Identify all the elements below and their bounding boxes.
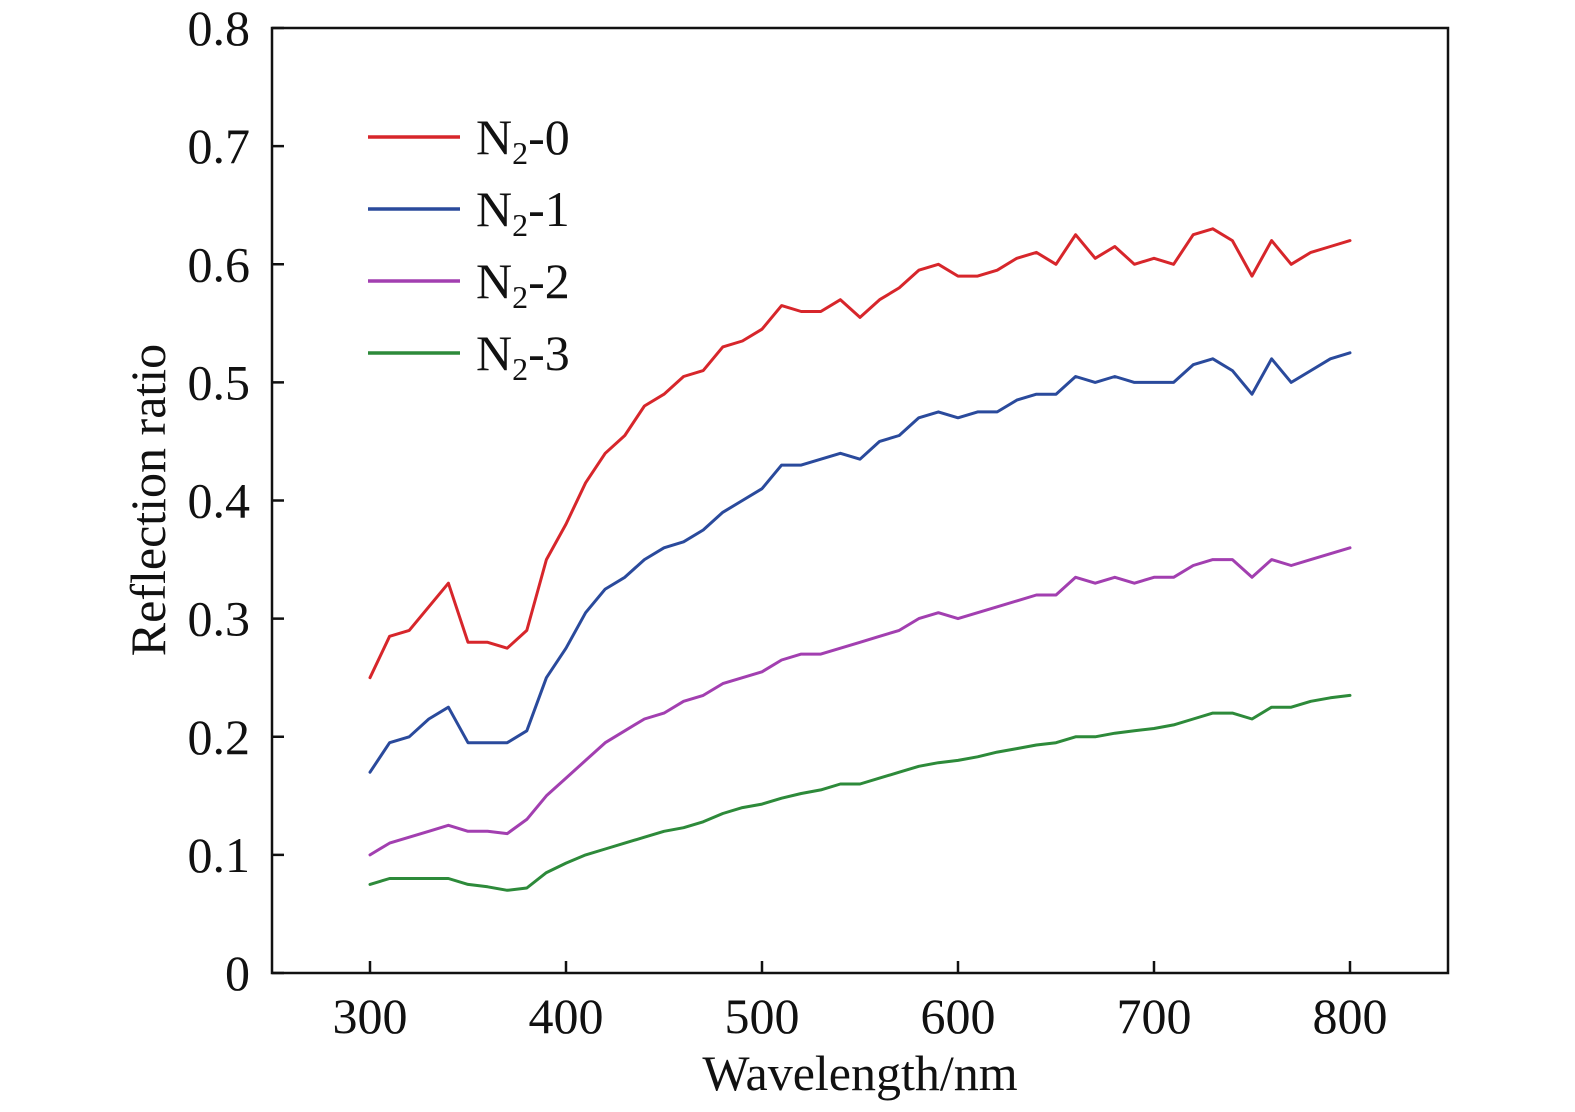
legend-label-main: N: [476, 181, 512, 237]
series-line-2: [368, 546, 1352, 857]
legend: N2-0N2-1N2-2N2-3: [368, 109, 570, 387]
legend-label-1: N2-1: [476, 181, 570, 243]
legend-label-subscript: 2: [512, 351, 528, 387]
legend-label-main: N: [476, 253, 512, 309]
y-axis-ticks: 0 0.1 0.2 0.3 0.4 0.5 0.6 0.7 0.8: [188, 0, 284, 1001]
legend-label-3: N2-3: [476, 325, 570, 387]
legend-label-subscript: 2: [512, 135, 528, 171]
legend-label-suffix: -2: [528, 253, 570, 309]
y-tick-label: 0.3: [188, 591, 251, 647]
series-line-3: [368, 693, 1352, 892]
y-tick-label: 0.4: [188, 473, 251, 529]
legend-label-suffix: -0: [528, 109, 570, 165]
series-line-1: [368, 351, 1352, 774]
y-axis-label: Reflection ratio: [120, 344, 176, 656]
legend-label-subscript: 2: [512, 279, 528, 315]
y-tick-label: 0: [225, 945, 250, 1001]
x-tick-label: 400: [529, 988, 604, 1044]
y-tick-label: 0.5: [188, 354, 251, 410]
y-tick-label: 0.7: [188, 118, 251, 174]
x-tick-label: 800: [1313, 988, 1388, 1044]
y-tick-label: 0.8: [188, 0, 251, 56]
x-tick-label: 300: [333, 988, 408, 1044]
legend-label-suffix: -1: [528, 181, 570, 237]
legend-label-main: N: [476, 325, 512, 381]
x-tick-label: 700: [1117, 988, 1192, 1044]
y-tick-label: 0.1: [188, 827, 251, 883]
x-axis-label: Wavelength/nm: [702, 1045, 1017, 1101]
y-tick-label: 0.6: [188, 236, 251, 292]
legend-label-suffix: -3: [528, 325, 570, 381]
series-line-0: [368, 227, 1352, 680]
y-tick-label: 0.2: [188, 709, 251, 765]
legend-label-main: N: [476, 109, 512, 165]
x-axis-ticks: 300 400 500 600 700 800: [333, 961, 1388, 1044]
legend-label-subscript: 2: [512, 207, 528, 243]
x-tick-label: 600: [921, 988, 996, 1044]
legend-label-0: N2-0: [476, 109, 570, 171]
legend-label-2: N2-2: [476, 253, 570, 315]
x-tick-label: 500: [725, 988, 800, 1044]
series-layer: [368, 227, 1352, 892]
